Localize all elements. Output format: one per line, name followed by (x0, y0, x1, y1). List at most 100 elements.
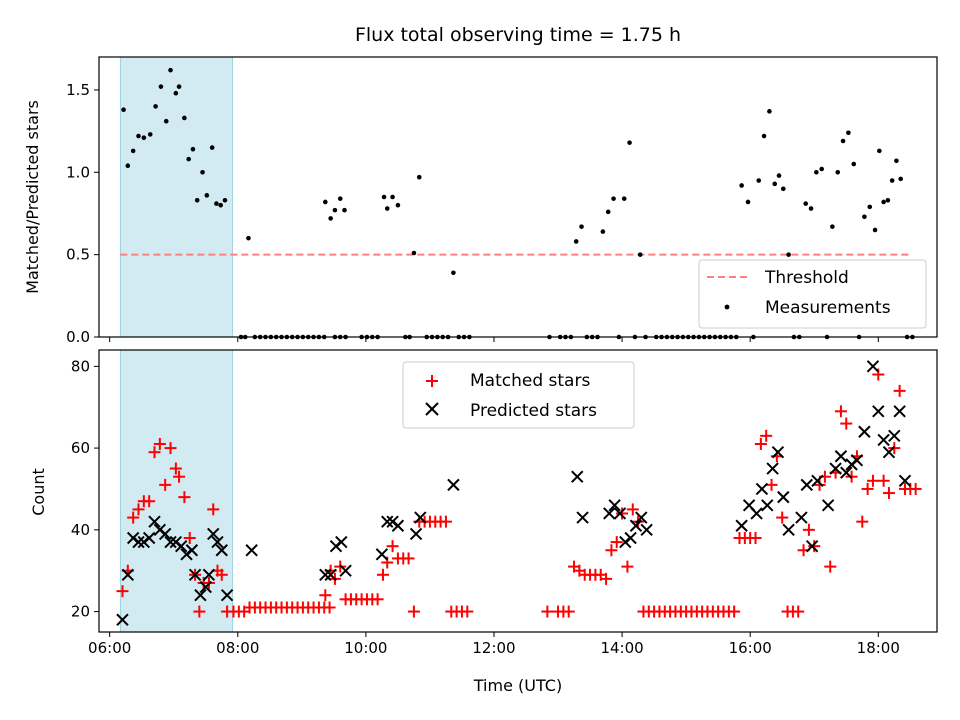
matched-stars-point (877, 474, 890, 487)
measurement-point (761, 133, 767, 139)
predicted-stars-point (858, 425, 871, 438)
matched-stars-point (600, 572, 613, 585)
predicted-stars-point (207, 527, 220, 541)
predicted-stars-point (795, 511, 808, 524)
predicted-stars-point (576, 511, 589, 524)
time-x-tick-label: 08:00 (216, 639, 259, 657)
predicted-stars-point (766, 462, 779, 475)
ratio-y-tick-label: 1.5 (66, 81, 90, 99)
predicted-stars-point (391, 519, 405, 532)
predicted-stars-point (782, 523, 795, 537)
predicted-stars-point (174, 539, 188, 553)
predicted-stars-point (202, 568, 216, 581)
matched-stars-point (148, 446, 161, 459)
measurement-point (877, 148, 882, 154)
measurement-point (819, 166, 825, 172)
measurement-point (627, 140, 632, 145)
matched-stars-point (323, 601, 336, 614)
predicted-stars-point (116, 613, 129, 626)
matched-stars-point (605, 544, 618, 557)
chart-title: Flux total observing time = 1.75 h (355, 24, 681, 46)
measurement-point (898, 176, 904, 182)
measurement-point (451, 270, 456, 276)
predicted-stars-point (821, 499, 835, 512)
measurement-point (390, 194, 395, 200)
measurement-point (173, 90, 179, 96)
legend-threshold-label: Threshold (764, 268, 849, 288)
count-legend: Matched stars Predicted stars (402, 361, 635, 429)
predicted-stars-point (629, 519, 643, 532)
predicted-stars-point (771, 445, 785, 459)
matched-stars-point (207, 503, 220, 516)
ratio-y-tick-label: 0.5 (66, 246, 90, 264)
time-x-tick-label: 12:00 (472, 639, 515, 657)
matched-stars-point (371, 593, 384, 606)
predicted-stars-point (882, 445, 896, 459)
measurement-point (176, 84, 182, 89)
predicted-stars-point (866, 360, 880, 373)
matched-stars-point (143, 495, 156, 508)
measurement-point (786, 252, 791, 257)
measurement-point (246, 235, 251, 241)
measurement-point (168, 67, 173, 73)
measurement-point (637, 252, 643, 257)
measurement-point (194, 197, 200, 203)
predicted-stars-point (603, 507, 616, 520)
predicted-stars-point (319, 568, 332, 581)
predicted-stars-point (898, 474, 912, 487)
measurement-point (411, 250, 417, 256)
measurement-point (342, 207, 347, 213)
count-axes-frame (98, 349, 938, 633)
measurement-point (337, 196, 343, 201)
matched-stars-point (169, 462, 182, 475)
matched-stars-point (882, 487, 895, 500)
matched-stars-point (824, 560, 837, 573)
ratio-y-tick-label: 1.0 (66, 163, 90, 181)
predicted-stars-point (414, 511, 427, 524)
measurement-point (611, 196, 616, 201)
predicted-stars-point (409, 527, 423, 541)
matched-stars-point (376, 568, 389, 581)
legend-predicted-swatch (425, 402, 439, 416)
count-y-axis-label: Count (29, 468, 48, 516)
matched-stars-point (178, 491, 191, 504)
matched-stars-point (893, 384, 906, 397)
matched-stars-point (749, 532, 762, 544)
measurement-point (803, 201, 808, 206)
time-x-tick-label: 10:00 (344, 639, 387, 657)
predicted-stars-point (888, 429, 901, 443)
count-legend-box (402, 361, 635, 429)
measurement-point (323, 199, 328, 205)
predicted-stars-point (755, 482, 769, 496)
matched-stars-point (610, 536, 623, 549)
measurement-point (158, 84, 164, 89)
measurement-point (125, 163, 131, 169)
predicted-stars-point (194, 589, 207, 602)
ratio-y-axis-label: Matched/Predicted stars (23, 100, 42, 294)
predicted-stars-point (635, 511, 648, 524)
measurement-point (885, 197, 891, 203)
matched-stars-point (116, 585, 129, 598)
measurement-point (840, 138, 846, 144)
measurement-point (600, 229, 606, 234)
measurement-point (579, 224, 584, 229)
measurement-point (214, 201, 219, 206)
predicted-stars-point (447, 478, 460, 492)
matched-stars-point (909, 482, 922, 495)
matched-stars-point (808, 540, 821, 553)
matched-stars-point (813, 478, 826, 491)
matched-stars-point (776, 511, 789, 524)
matched-stars-point (861, 482, 874, 495)
matched-stars-point (127, 511, 140, 524)
predicted-stars-point (834, 450, 848, 463)
measurement-point (867, 204, 873, 210)
predicted-stars-point (805, 539, 819, 553)
measurement-point (328, 216, 333, 221)
predicted-stars-point (750, 507, 763, 520)
measurement-point (808, 206, 814, 211)
matched-stars-point (840, 417, 853, 430)
predicted-stars-point (811, 474, 824, 487)
count-y-tick-label: 40 (71, 521, 90, 539)
measurement-point (186, 156, 191, 162)
matched-stars-point (159, 478, 172, 491)
